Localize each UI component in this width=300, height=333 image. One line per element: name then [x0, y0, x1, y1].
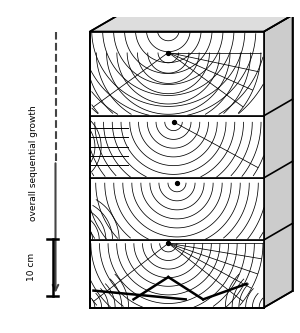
- Polygon shape: [264, 15, 292, 307]
- Polygon shape: [90, 240, 264, 307]
- Text: overall sequential growth: overall sequential growth: [28, 106, 38, 221]
- Polygon shape: [90, 15, 292, 32]
- Text: 10 cm: 10 cm: [27, 253, 36, 281]
- Polygon shape: [90, 178, 264, 240]
- Polygon shape: [90, 32, 264, 116]
- Polygon shape: [90, 116, 264, 178]
